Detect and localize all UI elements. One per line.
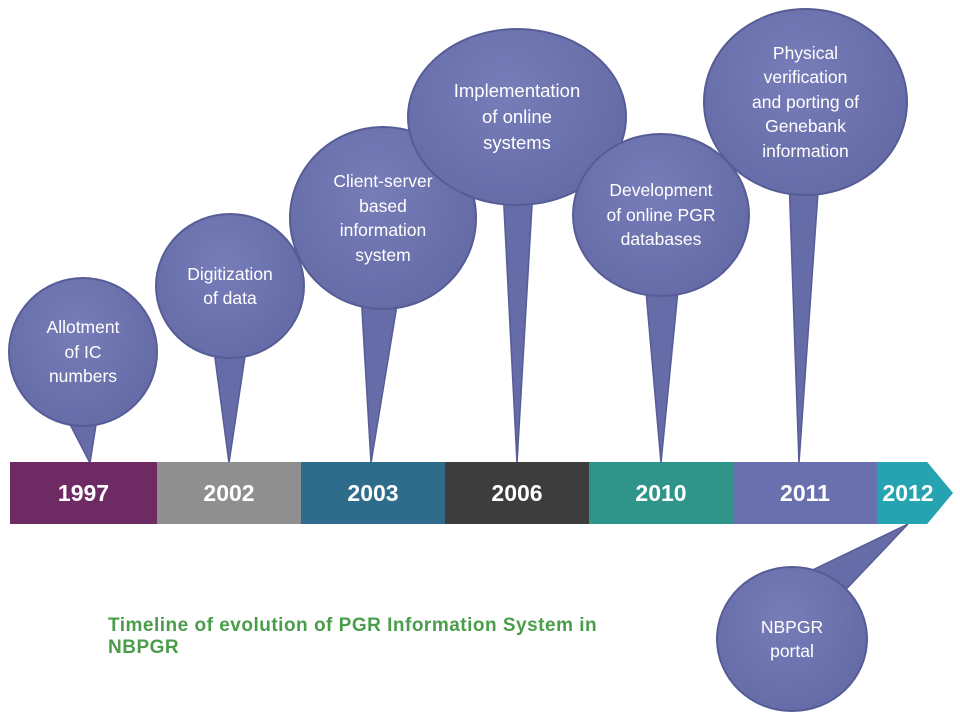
balloon-digitization: Digitization of data: [155, 213, 305, 359]
year-label-2012: 2012: [882, 479, 934, 506]
balloon-implementation-label: Implementation of online systems: [453, 80, 581, 153]
balloon-tail-client-server: [360, 292, 400, 464]
balloon-development: Development of online PGR databases: [572, 133, 750, 297]
balloon-tail-implementation: [502, 187, 534, 464]
balloon-physical-verification-label: Physical verification and porting of Gen…: [751, 42, 860, 161]
year-label-2011: 2011: [780, 479, 830, 506]
timeline-bar: 1997 2002 2003 2006 2010 2011 2012: [10, 462, 953, 524]
year-label-1997: 1997: [57, 479, 110, 506]
year-label-2006: 2006: [491, 479, 543, 506]
balloon-client-server-label: Client-server based information system: [333, 171, 433, 265]
timeline-segment-2010: 2010: [589, 462, 733, 524]
balloon-allotment-label: Allotment of IC numbers: [46, 317, 120, 387]
balloon-tail-development: [644, 279, 680, 464]
balloon-nbpgr-portal: NBPGR portal: [716, 566, 868, 712]
balloon-development-label: Development of online PGR databases: [606, 180, 716, 250]
balloon-allotment: Allotment of IC numbers: [8, 277, 158, 427]
timeline-segment-1997: 1997: [10, 462, 157, 524]
year-label-2002: 2002: [203, 479, 255, 506]
timeline-segment-2003: 2003: [301, 462, 445, 524]
balloon-digitization-label: Digitization of data: [187, 263, 273, 309]
balloon-client-server: Client-server based information system: [289, 126, 477, 310]
balloon-physical-verification: Physical verification and porting of Gen…: [703, 8, 908, 196]
balloon-tail-digitization: [212, 342, 248, 464]
balloon-tail-physical: [788, 177, 820, 464]
timeline-segment-2006: 2006: [445, 462, 589, 524]
year-label-2010: 2010: [635, 479, 687, 506]
year-label-2003: 2003: [347, 479, 399, 506]
diagram-caption: Timeline of evolution of PGR Information…: [108, 615, 598, 658]
timeline-segment-2011: 2011: [733, 462, 877, 524]
timeline-segment-2002: 2002: [157, 462, 301, 524]
balloon-nbpgr-portal-label: NBPGR portal: [760, 616, 824, 662]
timeline-arrow-2012: 2012: [877, 462, 953, 524]
